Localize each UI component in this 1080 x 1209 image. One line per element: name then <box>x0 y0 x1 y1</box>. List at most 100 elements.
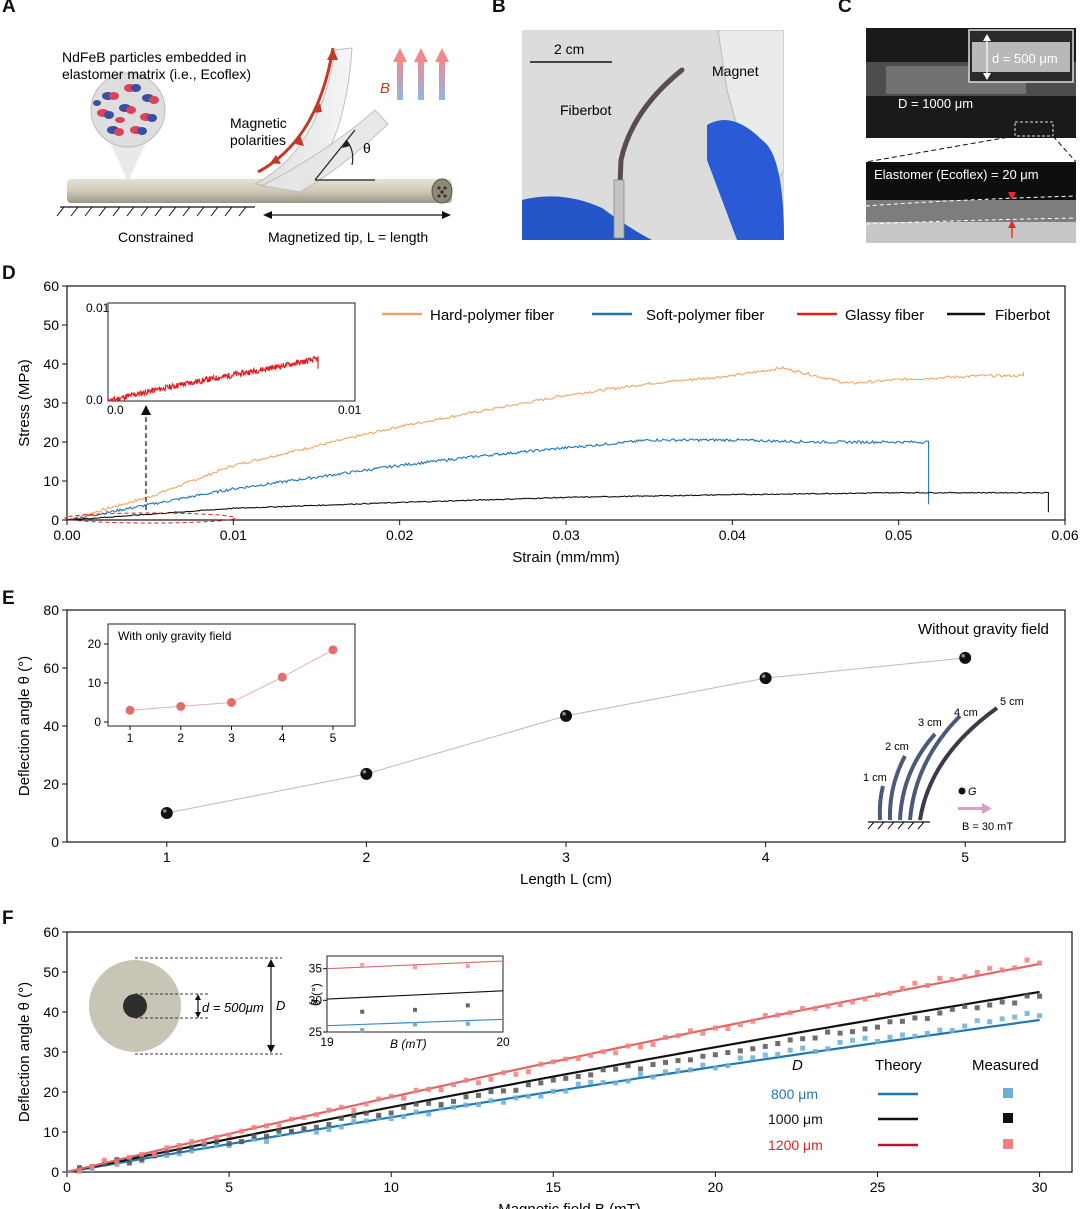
measured-point <box>114 1160 120 1166</box>
measured-point <box>937 1010 943 1016</box>
panel-letter-b: B <box>492 0 506 17</box>
series-hard-polymer-fiber <box>66 365 1024 521</box>
measured-point <box>1037 960 1043 966</box>
measured-point <box>613 1080 619 1086</box>
measured-point <box>762 1013 768 1019</box>
measured-point <box>575 1056 581 1062</box>
measured-point <box>451 1104 457 1110</box>
measured-point <box>787 1037 793 1043</box>
field-label: B = 30 mT <box>962 821 1013 833</box>
measured-point <box>600 1049 606 1055</box>
measured-point <box>837 1039 843 1045</box>
measured-point <box>650 1061 656 1067</box>
measured-point <box>475 1102 481 1108</box>
e-data-point <box>560 709 572 722</box>
legend-row-1000: 1000 μm <box>768 1111 823 1127</box>
measured-point <box>239 1128 245 1134</box>
x-axis-label: Length L (cm) <box>520 871 612 888</box>
x-tick-label: 0.00 <box>53 527 80 543</box>
measured-point <box>750 1018 756 1024</box>
measured-point <box>812 1049 818 1055</box>
measured-point <box>775 1041 781 1047</box>
measured-point <box>426 1111 432 1117</box>
measured-point <box>775 1012 781 1018</box>
measured-point <box>800 1045 806 1051</box>
measured-point <box>663 1059 669 1065</box>
measured-point <box>638 1066 644 1072</box>
gravity-symbol: G <box>968 786 977 798</box>
measured-point <box>426 1086 432 1092</box>
chart-d-legend: Hard-polymer fiber Soft-polymer fiber Gl… <box>382 307 1051 324</box>
measured-point <box>401 1104 407 1110</box>
inset-y-tick-label: 0 <box>94 715 101 729</box>
measured-point <box>737 1022 743 1028</box>
measured-point <box>351 1119 357 1125</box>
measured-point <box>687 1057 693 1063</box>
measured-point <box>924 1030 930 1036</box>
measured-point <box>887 1019 893 1025</box>
measured-point <box>388 1093 394 1099</box>
x-axis-label: Magnetic field B (mT) <box>498 1201 641 1209</box>
panel-letter-d: D <box>2 263 16 284</box>
measured-point <box>463 1102 469 1108</box>
inset-measured-point <box>465 1021 470 1026</box>
x-tick-label: 30 <box>1032 1179 1048 1195</box>
inset-y-tick-label: 25 <box>309 1025 323 1039</box>
measured-point <box>650 1041 656 1047</box>
measured-point <box>750 1046 756 1052</box>
inset-x-tick-label: 20 <box>496 1035 510 1049</box>
inset-y-tick-label: 30 <box>309 993 323 1007</box>
measured-point <box>475 1080 481 1086</box>
field-arrows <box>393 48 449 100</box>
measured-point <box>675 1033 681 1039</box>
legend-soft-polymer: Soft-polymer fiber <box>646 307 764 324</box>
cross-section-diagram: d = 500μm D <box>89 957 285 1055</box>
measured-point <box>712 1052 718 1058</box>
measured-point <box>638 1044 644 1050</box>
outer-d-label: D <box>276 998 285 1013</box>
measured-point <box>89 1164 95 1170</box>
legend-fiberbot: Fiberbot <box>995 307 1051 324</box>
y-tick-label: 0 <box>51 1164 59 1180</box>
y-tick-label: 60 <box>43 278 59 294</box>
chart-d-inset: 0.01 0.0 0.0 0.01 <box>86 301 362 417</box>
measured-point <box>176 1143 182 1149</box>
measured-point <box>413 1087 419 1093</box>
inset-xtick-right: 0.01 <box>338 403 362 417</box>
measured-point <box>687 1028 693 1034</box>
measured-point <box>899 985 905 991</box>
x-tick-label: 10 <box>383 1179 399 1195</box>
measured-point <box>638 1071 644 1077</box>
measured-point <box>401 1114 407 1120</box>
measured-point <box>762 1043 768 1049</box>
measured-point <box>89 1167 95 1173</box>
inset-ylabel: θ (°) <box>309 983 323 1006</box>
measured-point <box>76 1168 82 1174</box>
inset-y-tick-label: 35 <box>309 962 323 976</box>
x-tick-label: 0.02 <box>386 527 413 543</box>
measured-point <box>538 1080 544 1086</box>
y-tick-label: 40 <box>43 1004 59 1020</box>
inset-ytick-top: 0.01 <box>86 301 110 315</box>
measured-point <box>750 1055 756 1061</box>
measured-point <box>663 1034 669 1040</box>
measured-point <box>438 1087 444 1093</box>
measured-point <box>326 1107 332 1113</box>
measured-point <box>164 1149 170 1155</box>
measured-point <box>126 1157 132 1163</box>
measured-point <box>899 1032 905 1038</box>
x-axis-label: Strain (mm/mm) <box>512 549 620 566</box>
inset-ytick-bottom: 0.0 <box>86 393 103 407</box>
measured-point <box>326 1127 332 1133</box>
inset-data-point <box>176 701 186 711</box>
hatching <box>56 206 247 217</box>
label-1cm: 1 cm <box>863 772 887 784</box>
inset-theory-line <box>326 990 504 1000</box>
measured-point <box>899 1018 905 1024</box>
measured-point <box>313 1112 319 1118</box>
e-data-point <box>160 807 173 819</box>
measured-point <box>800 1005 806 1011</box>
y-axis-label: Deflection angle θ (°) <box>16 656 33 796</box>
measured-point <box>987 1002 993 1008</box>
